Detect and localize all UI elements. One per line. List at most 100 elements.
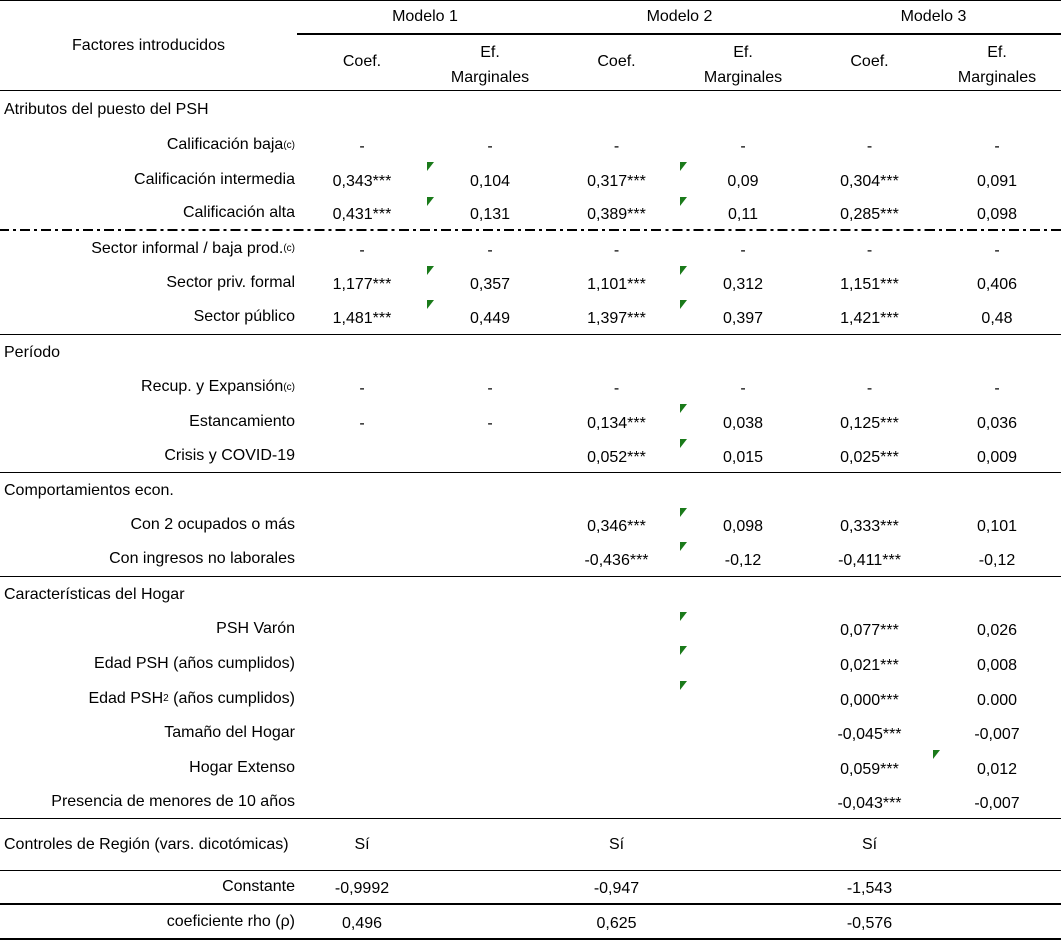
ef-m1-cell xyxy=(427,785,553,818)
coef-m1-cell: 0,343*** xyxy=(297,162,427,197)
ef-m3-cell: 0,026 xyxy=(933,612,1061,646)
ef-m3-cell: 0,036 xyxy=(933,404,1061,439)
coef-m3-cell: 0,000*** xyxy=(806,681,933,716)
coef-m1-cell xyxy=(297,716,427,750)
superscript-note: (c) xyxy=(283,139,295,151)
comment-indicator-icon[interactable] xyxy=(680,404,687,413)
ef-m3-cell: 0,48 xyxy=(933,300,1061,334)
cell-value: - xyxy=(359,380,365,397)
cell-value: 0,134*** xyxy=(587,414,646,432)
coef-m1-cell: 0,431*** xyxy=(297,197,427,229)
coef-m1-cell xyxy=(297,681,427,716)
cell-value: -0,576 xyxy=(846,914,893,932)
coef-m1-cell xyxy=(297,646,427,681)
cell-value: 1,151*** xyxy=(840,276,899,293)
ef-m2-cell: 0,015 xyxy=(680,439,806,472)
row-label-text: Constante xyxy=(222,878,295,895)
superscript-note: (c) xyxy=(283,243,295,254)
row-label-text: Hogar Extenso xyxy=(189,758,295,776)
comment-indicator-icon[interactable] xyxy=(680,681,687,690)
ef-m1-cell xyxy=(427,905,553,938)
row-label: PSH Varón xyxy=(0,612,297,646)
row-label-text: Edad PSH xyxy=(88,689,164,707)
ef-label: Ef. xyxy=(987,44,1007,61)
coef-m2-cell xyxy=(553,646,680,681)
coef-m3-cell: 0,333*** xyxy=(806,508,933,542)
coef-m2-cell: 0,317*** xyxy=(553,162,680,197)
comment-indicator-icon[interactable] xyxy=(933,750,940,759)
comment-indicator-icon[interactable] xyxy=(680,439,687,448)
comment-indicator-icon[interactable] xyxy=(427,300,434,309)
coef-m3-cell: 0,077*** xyxy=(806,612,933,646)
coef-m1-cell: - xyxy=(297,404,427,439)
section-header-row: Comportamientos econ. xyxy=(0,473,1061,508)
coef-m2-cell: - xyxy=(553,128,680,162)
coef-header-1: Coef. xyxy=(342,53,382,70)
coef-m1-cell: Sí xyxy=(297,819,427,870)
comment-indicator-icon[interactable] xyxy=(427,266,434,275)
table-row: Con ingresos no laborales -0,436*** -0,12 -… xyxy=(0,542,1061,577)
cell-value: 0,285*** xyxy=(840,206,899,223)
cell-value: 0,11 xyxy=(728,206,758,223)
coef-m2-cell xyxy=(553,716,680,750)
row-label: Período xyxy=(0,335,297,370)
comment-indicator-icon[interactable] xyxy=(427,162,434,171)
cell-value: - xyxy=(740,138,746,155)
cell-value: Sí xyxy=(861,835,878,853)
ef-m2-cell: - xyxy=(680,370,806,404)
table-row: coeficiente rho (ρ) 0,496 0,625 -0,576 xyxy=(0,905,1061,940)
cell-value: 0,026 xyxy=(976,622,1018,639)
ef-m3-cell: 0,098 xyxy=(933,197,1061,229)
comment-indicator-icon[interactable] xyxy=(680,162,687,171)
ef-label: Ef. xyxy=(733,44,753,61)
ef-m2-cell: - xyxy=(680,231,806,266)
cell-value: - xyxy=(487,138,493,155)
cell-value: - xyxy=(613,380,620,397)
comment-indicator-icon[interactable] xyxy=(680,300,687,309)
ef-m3-cell: -0,12 xyxy=(933,542,1061,576)
comment-indicator-icon[interactable] xyxy=(680,197,687,206)
coef-m3-cell: 1,421*** xyxy=(806,300,933,334)
ef-m1-cell: 0,131 xyxy=(427,197,553,229)
superscript-note: (c) xyxy=(283,381,295,393)
cell-value: - xyxy=(994,138,1000,155)
row-label-text: Con 2 ocupados o más xyxy=(130,516,295,533)
comment-indicator-icon[interactable] xyxy=(680,508,687,517)
ef-m1-cell: - xyxy=(427,128,553,162)
cell-value: Sí xyxy=(608,835,625,853)
row-label: Calificación baja (c) xyxy=(0,128,297,162)
row-label-text: Características del Hogar xyxy=(4,585,185,603)
table-row: Sector público 1,481*** 0,449 1,397*** 0,397… xyxy=(0,300,1061,335)
coef-m3-cell: 0,285*** xyxy=(806,197,933,229)
coef-m2-cell xyxy=(553,785,680,818)
coef-m3-cell: -0,043*** xyxy=(806,785,933,818)
comment-indicator-icon[interactable] xyxy=(680,646,687,655)
row-label: Comportamientos econ. xyxy=(0,473,297,508)
coef-m2-cell: - xyxy=(553,370,680,404)
cell-value: -0,947 xyxy=(593,880,640,897)
cell-value: 0,059*** xyxy=(840,760,899,778)
row-label-text: coeficiente rho (ρ) xyxy=(166,912,295,930)
cell-value: 0,098 xyxy=(722,518,764,535)
cell-value: 0,012 xyxy=(976,760,1018,778)
ef-m2-cell: 0,09 xyxy=(680,162,806,197)
comment-indicator-icon[interactable] xyxy=(680,612,687,621)
cell-value: 1,481*** xyxy=(332,310,392,327)
row-label: Con ingresos no laborales xyxy=(0,542,297,576)
row-label-text: Edad PSH (años cumplidos) xyxy=(94,654,295,672)
coef-m3-cell: - xyxy=(806,231,933,266)
cell-value: - xyxy=(359,414,365,432)
marginales-label: Marginales xyxy=(703,69,783,86)
coef-m3-cell: -0,576 xyxy=(806,905,933,938)
ef-m3-cell: - xyxy=(933,370,1061,404)
factors-header: Factores introducidos xyxy=(72,37,225,54)
coef-header-3: Coef. xyxy=(850,53,889,70)
comment-indicator-icon[interactable] xyxy=(680,266,687,275)
comment-indicator-icon[interactable] xyxy=(427,197,434,206)
coef-m3-cell: -0,411*** xyxy=(806,542,933,576)
cell-value: 0,125*** xyxy=(840,414,899,432)
ef-m2-cell xyxy=(680,681,806,716)
model-header-divider xyxy=(297,33,1061,35)
cell-value: 0,025*** xyxy=(840,448,899,466)
comment-indicator-icon[interactable] xyxy=(680,542,687,551)
